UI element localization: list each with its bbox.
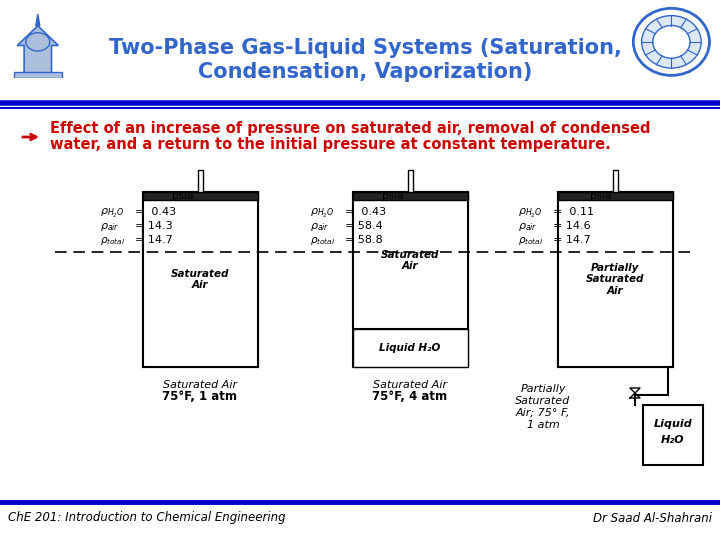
Polygon shape [36, 14, 40, 26]
Text: Saturated Air: Saturated Air [163, 380, 237, 390]
Ellipse shape [642, 16, 701, 68]
Bar [143, 192, 258, 200]
Bar [613, 170, 618, 192]
Text: $\rho_{air}$: $\rho_{air}$ [100, 221, 120, 233]
Bar [143, 192, 258, 367]
Text: Two-Phase Gas-Liquid Systems (Saturation,: Two-Phase Gas-Liquid Systems (Saturation… [109, 38, 621, 58]
Text: Dr Saad Al-Shahrani: Dr Saad Al-Shahrani [593, 511, 712, 524]
Bar [14, 72, 62, 78]
Text: Partially
Saturated
Air: Partially Saturated Air [586, 263, 644, 296]
Text: =  0.11: = 0.11 [553, 207, 594, 217]
Text: =  0.43: = 0.43 [135, 207, 176, 217]
Text: Liquid H₂O: Liquid H₂O [379, 343, 441, 353]
Text: Saturated
Air: Saturated Air [171, 269, 229, 291]
Bar [353, 192, 467, 367]
Bar [557, 192, 672, 367]
Text: $\rho_{total}$: $\rho_{total}$ [310, 235, 335, 247]
Text: Partially: Partially [521, 384, 566, 394]
Bar [557, 192, 672, 200]
Bar [353, 329, 467, 367]
Bar [143, 192, 258, 367]
Text: = 14.3: = 14.3 [135, 221, 173, 231]
Bar [353, 192, 467, 329]
Ellipse shape [26, 33, 50, 51]
Text: $\rho_{total}$: $\rho_{total}$ [100, 235, 125, 247]
Bar [0, 0, 720, 100]
Text: H₂O: H₂O [661, 435, 685, 445]
Text: = 14.7: = 14.7 [553, 235, 590, 245]
Text: Condensation, Vaporization): Condensation, Vaporization) [198, 62, 532, 82]
Ellipse shape [653, 25, 690, 58]
Bar [557, 192, 672, 367]
Text: Saturated: Saturated [516, 396, 571, 406]
Text: water, and a return to the initial pressure at constant temperature.: water, and a return to the initial press… [50, 137, 611, 152]
Text: Effect of an increase of pressure on saturated air, removal of condensed: Effect of an increase of pressure on sat… [50, 120, 650, 136]
Text: = 58.4: = 58.4 [345, 221, 383, 231]
Text: =  0.43: = 0.43 [345, 207, 386, 217]
Polygon shape [17, 26, 58, 78]
Text: Saturated
Air: Saturated Air [381, 249, 439, 271]
Text: 1 atm: 1 atm [526, 420, 559, 430]
Text: $\rho_{H_2O}$: $\rho_{H_2O}$ [518, 207, 542, 220]
Bar [353, 192, 467, 200]
Bar [0, 118, 720, 500]
Text: = 14.7: = 14.7 [135, 235, 173, 245]
Bar [408, 170, 413, 192]
Text: ChE 201: Introduction to Chemical Engineering: ChE 201: Introduction to Chemical Engine… [8, 511, 286, 524]
Text: psia: psia [172, 191, 194, 201]
Text: $\rho_{H_2O}$: $\rho_{H_2O}$ [310, 207, 334, 220]
Text: $\rho_{air}$: $\rho_{air}$ [518, 221, 538, 233]
Text: $\rho_{H_2O}$: $\rho_{H_2O}$ [100, 207, 125, 220]
Ellipse shape [634, 8, 709, 76]
Text: Liquid: Liquid [654, 419, 693, 429]
Text: Saturated Air: Saturated Air [373, 380, 447, 390]
Text: Air; 75° F,: Air; 75° F, [516, 408, 570, 418]
Bar [197, 170, 202, 192]
Text: $\rho_{air}$: $\rho_{air}$ [310, 221, 330, 233]
Text: = 14.6: = 14.6 [553, 221, 590, 231]
Bar [557, 192, 672, 367]
Bar [143, 192, 258, 367]
Text: = 58.8: = 58.8 [345, 235, 383, 245]
Text: $\rho_{total}$: $\rho_{total}$ [518, 235, 543, 247]
Text: 75°F, 4 atm: 75°F, 4 atm [372, 390, 448, 403]
Bar [643, 405, 703, 465]
Text: 75°F, 1 atm: 75°F, 1 atm [163, 390, 238, 403]
Text: psia: psia [382, 191, 403, 201]
Text: psia: psia [590, 191, 611, 201]
Bar [353, 192, 467, 329]
